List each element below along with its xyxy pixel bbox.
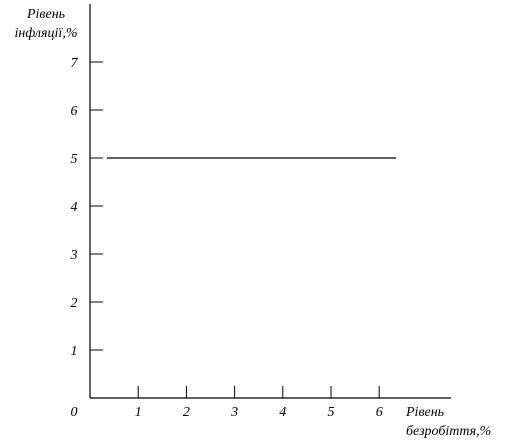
x-axis-title-line-1: Рівень [405, 405, 444, 420]
y-tick-label-3: 3 [70, 248, 78, 263]
y-tick-label-1: 1 [71, 344, 78, 359]
y-tick-label-7: 7 [71, 56, 79, 71]
x-tick-label-5: 5 [328, 405, 335, 420]
y-tick-label-6: 6 [71, 104, 78, 119]
x-tick-label-4: 4 [279, 405, 286, 420]
axes [89, 4, 451, 399]
y-axis-title-line-2: інфляції,% [15, 26, 78, 41]
x-axis-title-line-2: безробіття,% [406, 424, 491, 439]
y-tick-label-4: 4 [71, 200, 78, 215]
labels: 0 Рівень інфляції,% Рівень безробіття,% [15, 7, 492, 439]
y-tick-label-2: 2 [71, 296, 78, 311]
origin-label: 0 [71, 405, 78, 420]
x-tick-label-1: 1 [135, 405, 142, 420]
y-tick-label-5: 5 [71, 152, 78, 167]
x-tick-label-3: 3 [230, 405, 238, 420]
ticks: 1 2 3 4 5 6 7 1 2 3 4 5 6 [70, 56, 383, 420]
x-tick-label-2: 2 [183, 405, 190, 420]
y-axis-title-line-1: Рівень [26, 7, 65, 22]
x-tick-label-6: 6 [376, 405, 383, 420]
